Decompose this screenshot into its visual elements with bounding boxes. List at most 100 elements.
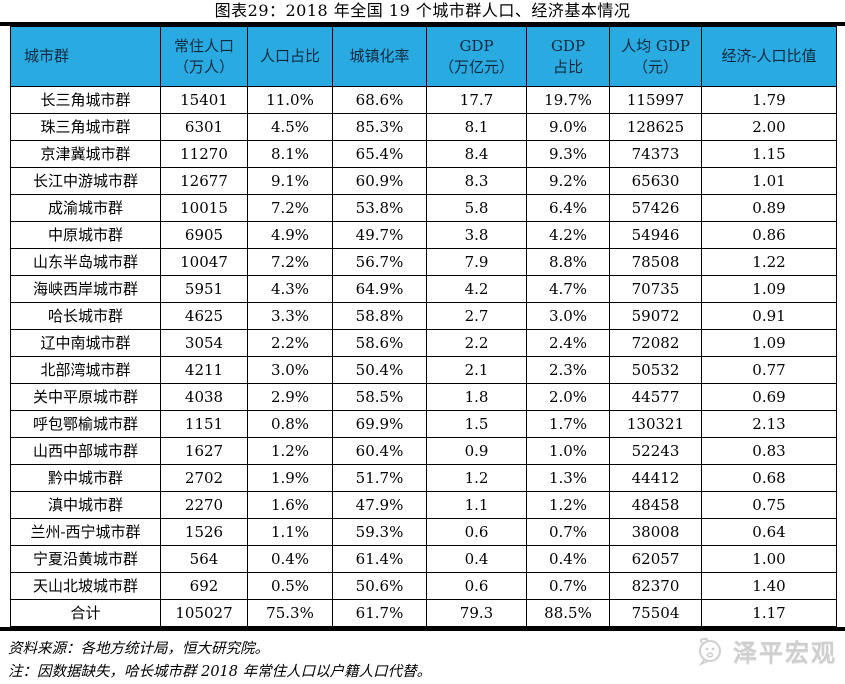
- cell: 长三角城市群: [10, 86, 161, 114]
- cell: 1.22: [701, 248, 837, 276]
- table-row: 天山北坡城市群 692 0.5% 50.6% 0.6 0.7% 82370 1.40: [10, 572, 837, 600]
- watermark: 泽平宏观: [694, 633, 837, 668]
- cell: 0.77: [701, 356, 837, 384]
- column-header: 人均 GDP （元）: [609, 26, 702, 87]
- cell: 0.91: [701, 302, 837, 330]
- cell: 兰州-西宁城市群: [10, 518, 161, 546]
- table-row: 辽中南城市群 3054 2.2% 58.6% 2.2 2.4% 72082 1.09: [10, 329, 837, 357]
- cell: 7.9: [426, 248, 527, 276]
- table-row: 长江中游城市群 12677 9.1% 60.9% 8.3 9.2% 65630 1.01: [10, 167, 837, 195]
- cell: 1.9%: [247, 464, 333, 492]
- cell: 68.6%: [332, 86, 427, 114]
- cell: 51.7%: [332, 464, 427, 492]
- cell: 44577: [609, 383, 702, 411]
- cell: 9.2%: [526, 167, 610, 195]
- cell: 0.6: [426, 518, 527, 546]
- cell: 105027: [160, 599, 248, 627]
- table-row: 呼包鄂榆城市群 1151 0.8% 69.9% 1.5 1.7% 130321 2.13: [10, 410, 837, 438]
- cell: 0.4: [426, 545, 527, 573]
- cell: 6.4%: [526, 194, 610, 222]
- cell: 70735: [609, 275, 702, 303]
- cell: 2270: [160, 491, 248, 519]
- cell: 2.4%: [526, 329, 610, 357]
- cell: 19.7%: [526, 86, 610, 114]
- top-rule: [0, 22, 845, 26]
- cell: 宁夏沿黄城市群: [10, 545, 161, 573]
- cell: 山东半岛城市群: [10, 248, 161, 276]
- cell: 59072: [609, 302, 702, 330]
- column-header: GDP 占比: [526, 26, 610, 87]
- cell: 2.00: [701, 113, 837, 141]
- cell: 0.7%: [526, 572, 610, 600]
- cell: 北部湾城市群: [10, 356, 161, 384]
- cell: 8.1%: [247, 140, 333, 168]
- table-row: 宁夏沿黄城市群 564 0.4% 61.4% 0.4 0.4% 62057 1.00: [10, 545, 837, 573]
- table-row: 成渝城市群 10015 7.2% 53.8% 5.8 6.4% 57426 0.89: [10, 194, 837, 222]
- cell: 54946: [609, 221, 702, 249]
- cell: 0.5%: [247, 572, 333, 600]
- cell: 52243: [609, 437, 702, 465]
- cell: 0.86: [701, 221, 837, 249]
- cell: 128625: [609, 113, 702, 141]
- total-row: 合计 105027 75.3% 61.7% 79.3 88.5% 75504 1.17: [10, 599, 837, 627]
- cell: 10015: [160, 194, 248, 222]
- cell: 4038: [160, 383, 248, 411]
- cell: 2.7: [426, 302, 527, 330]
- cell: 1.01: [701, 167, 837, 195]
- cell: 中原城市群: [10, 221, 161, 249]
- cell: 1.09: [701, 275, 837, 303]
- cell: 17.7: [426, 86, 527, 114]
- cell: 2.9%: [247, 383, 333, 411]
- cell: 9.3%: [526, 140, 610, 168]
- cell: 1.6%: [247, 491, 333, 519]
- cell: 0.8%: [247, 410, 333, 438]
- mascot-face-icon: [698, 637, 721, 666]
- cell: 2.2: [426, 329, 527, 357]
- cell: 56.7%: [332, 248, 427, 276]
- cell: 1.2%: [247, 437, 333, 465]
- cell: 53.8%: [332, 194, 427, 222]
- cell: 黔中城市群: [10, 464, 161, 492]
- cell: 2.0%: [526, 383, 610, 411]
- cell: 61.4%: [332, 545, 427, 573]
- table-row: 哈长城市群 4625 3.3% 58.8% 2.7 3.0% 59072 0.91: [10, 302, 837, 330]
- cell: 2.13: [701, 410, 837, 438]
- cell: 1151: [160, 410, 248, 438]
- cell: 48458: [609, 491, 702, 519]
- cell: 44412: [609, 464, 702, 492]
- cell: 6301: [160, 113, 248, 141]
- cell: 0.64: [701, 518, 837, 546]
- column-header: 城镇化率: [332, 26, 427, 87]
- cell: 1.00: [701, 545, 837, 573]
- cell: 1.79: [701, 86, 837, 114]
- cell: 9.1%: [247, 167, 333, 195]
- table-row: 山东半岛城市群 10047 7.2% 56.7% 7.9 8.8% 78508 1.22: [10, 248, 837, 276]
- cell: 12677: [160, 167, 248, 195]
- table-row: 兰州-西宁城市群 1526 1.1% 59.3% 0.6 0.7% 38008 0.64: [10, 518, 837, 546]
- cell: 65630: [609, 167, 702, 195]
- cell: 74373: [609, 140, 702, 168]
- cell: 1.15: [701, 140, 837, 168]
- cell: 珠三角城市群: [10, 113, 161, 141]
- cell: 长江中游城市群: [10, 167, 161, 195]
- cell: 7.2%: [247, 248, 333, 276]
- cell: 0.7%: [526, 518, 610, 546]
- cell: 10047: [160, 248, 248, 276]
- cell: 京津冀城市群: [10, 140, 161, 168]
- bottom-rule: [0, 627, 845, 631]
- table-row: 北部湾城市群 4211 3.0% 50.4% 2.1 2.3% 50532 0.77: [10, 356, 837, 384]
- cell: 15401: [160, 86, 248, 114]
- cell: 8.8%: [526, 248, 610, 276]
- city-cluster-table: 城市群 常住人口 （万人） 人口占比 城镇化率 GDP （万亿元） GDP 占比 人均 GDP （元…: [10, 26, 837, 627]
- cell: 哈长城市群: [10, 302, 161, 330]
- table-row: 关中平原城市群 4038 2.9% 58.5% 1.8 2.0% 44577 0.69: [10, 383, 837, 411]
- cell: 关中平原城市群: [10, 383, 161, 411]
- cell: 8.1: [426, 113, 527, 141]
- cell: 11.0%: [247, 86, 333, 114]
- cell: 79.3: [426, 599, 527, 627]
- cell: 75504: [609, 599, 702, 627]
- cell: 58.5%: [332, 383, 427, 411]
- cell: 57426: [609, 194, 702, 222]
- cell: 0.75: [701, 491, 837, 519]
